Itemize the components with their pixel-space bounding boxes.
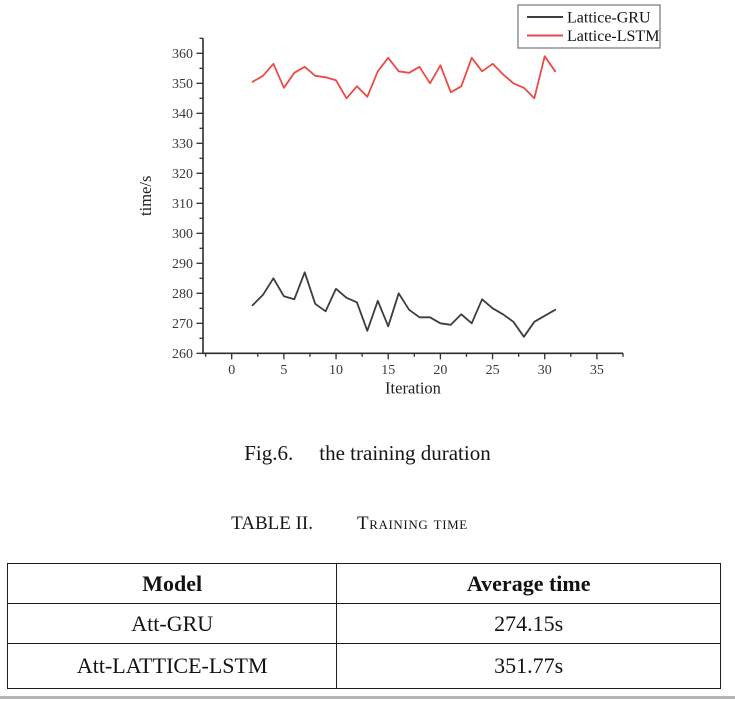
figure-title: the training duration <box>319 441 491 465</box>
time-cell: 351.77s <box>336 643 721 689</box>
legend-entry-lattice-lstm: Lattice-LSTM <box>527 28 659 45</box>
training-duration-chart: 260 270 280 290 300 310 320 330 340 350 360 0 5 10 15 2… <box>136 4 661 397</box>
x-axis-label: Iteration <box>385 378 441 397</box>
table-title: Training time <box>357 513 468 534</box>
table-number: TABLE II. <box>231 513 314 534</box>
svg-text:340: 340 <box>172 107 193 122</box>
time-cell: 274.15s <box>336 603 721 644</box>
table-row: Att-LATTICE-LSTM 351.77s <box>6 643 721 689</box>
chart-svg: 260 270 280 290 300 310 320 330 340 350 360 0 5 10 15 2… <box>136 4 661 397</box>
svg-text:0: 0 <box>228 363 235 378</box>
svg-text:15: 15 <box>381 363 395 378</box>
table-heading: TABLE II. Training time <box>0 513 735 535</box>
lattice-gru-line <box>251 271 557 338</box>
svg-text:35: 35 <box>590 363 604 378</box>
y-axis-label: time/s <box>136 176 155 216</box>
svg-text:280: 280 <box>172 287 193 302</box>
svg-text:300: 300 <box>172 227 193 242</box>
lattice-lstm-line <box>251 55 557 100</box>
svg-text:290: 290 <box>172 257 193 272</box>
column-header-model: Model <box>6 563 338 604</box>
svg-text:30: 30 <box>538 363 552 378</box>
legend-entry-lattice-gru: Lattice-GRU <box>527 10 651 27</box>
figure-caption: Fig.6. the training duration <box>0 441 735 466</box>
svg-text:20: 20 <box>433 363 447 378</box>
svg-text:25: 25 <box>486 363 500 378</box>
svg-text:330: 330 <box>172 137 193 152</box>
svg-text:Lattice-LSTM: Lattice-LSTM <box>567 28 659 45</box>
column-header-average-time: Average time <box>336 563 721 604</box>
svg-text:320: 320 <box>172 167 193 182</box>
svg-text:270: 270 <box>172 317 193 332</box>
tick-labels: 260 270 280 290 300 310 320 330 340 350 360 0 5 10 15 2… <box>172 47 604 378</box>
svg-text:10: 10 <box>329 363 343 378</box>
svg-text:5: 5 <box>280 363 287 378</box>
training-time-table: Model Average time Att-GRU 274.15s Att-L… <box>6 563 721 689</box>
svg-text:260: 260 <box>172 347 193 362</box>
svg-text:Lattice-GRU: Lattice-GRU <box>567 10 651 27</box>
model-cell: Att-GRU <box>6 603 338 644</box>
figure-number: Fig.6. <box>244 441 294 465</box>
bottom-rule <box>0 696 735 699</box>
table-header-row: Model Average time <box>6 563 721 604</box>
axes <box>202 38 623 355</box>
tick-marks <box>196 37 624 360</box>
table-row: Att-GRU 274.15s <box>6 603 721 644</box>
model-cell: Att-LATTICE-LSTM <box>6 643 338 689</box>
svg-text:350: 350 <box>172 77 193 92</box>
svg-text:310: 310 <box>172 197 193 212</box>
svg-text:360: 360 <box>172 47 193 62</box>
